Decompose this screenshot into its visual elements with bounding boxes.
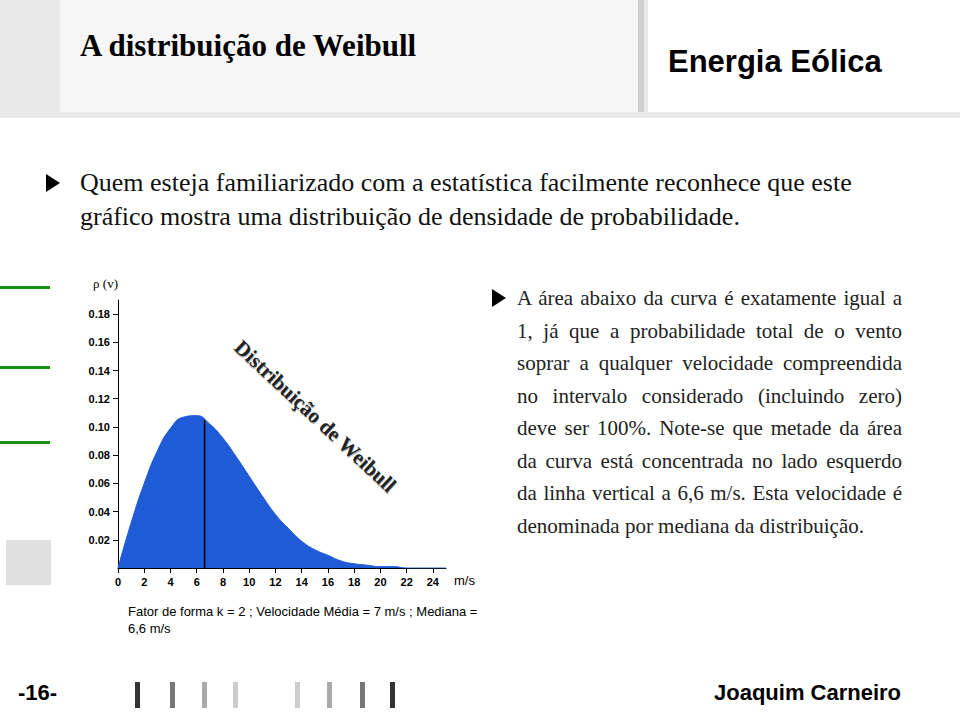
svg-text:22: 22 [401,576,413,588]
svg-text:ρ (v): ρ (v) [93,276,118,291]
svg-text:0.18: 0.18 [89,308,110,320]
svg-text:0.12: 0.12 [89,393,110,405]
svg-text:14: 14 [296,576,309,588]
svg-text:0.08: 0.08 [89,449,110,461]
svg-text:12: 12 [269,576,281,588]
html-text:A distribuição de Weibull: A distribuição de Weibull [80,28,417,63]
svg-text:16: 16 [322,576,334,588]
html-text:Fator de forma k = 2 ; Velocid: Fator de forma k = 2 ; Velocidade Média … [128,604,478,636]
html-text:Joaquim Carneiro: Joaquim Carneiro [714,680,901,705]
svg-text:0.02: 0.02 [89,534,110,546]
svg-text:m/s: m/s [454,573,475,588]
html-text:A área abaixo da curva é exata: A área abaixo da curva é exatamente igua… [517,286,902,538]
svg-text:0.10: 0.10 [89,421,110,433]
svg-text:6: 6 [194,576,200,588]
html-text:Distribuição de Weibull: Distribuição de Weibull [229,335,401,498]
svg-text:2: 2 [141,576,147,588]
svg-text:24: 24 [427,576,440,588]
svg-text:8: 8 [220,576,226,588]
svg-text:18: 18 [348,576,360,588]
svg-text:0.16: 0.16 [89,336,110,348]
svg-text:10: 10 [243,576,255,588]
svg-text:20: 20 [374,576,386,588]
svg-text:0.06: 0.06 [89,477,110,489]
svg-text:0.04: 0.04 [89,506,111,518]
html-text:Quem esteja familiarizado com: Quem esteja familiarizado com a estatíst… [80,168,852,231]
svg-text:0: 0 [115,576,121,588]
svg-text:4: 4 [167,576,174,588]
svg-text:0.14: 0.14 [89,365,111,377]
html-text:Energia Eólica: Energia Eólica [668,44,882,79]
html-text:-16-: -16- [18,680,58,705]
